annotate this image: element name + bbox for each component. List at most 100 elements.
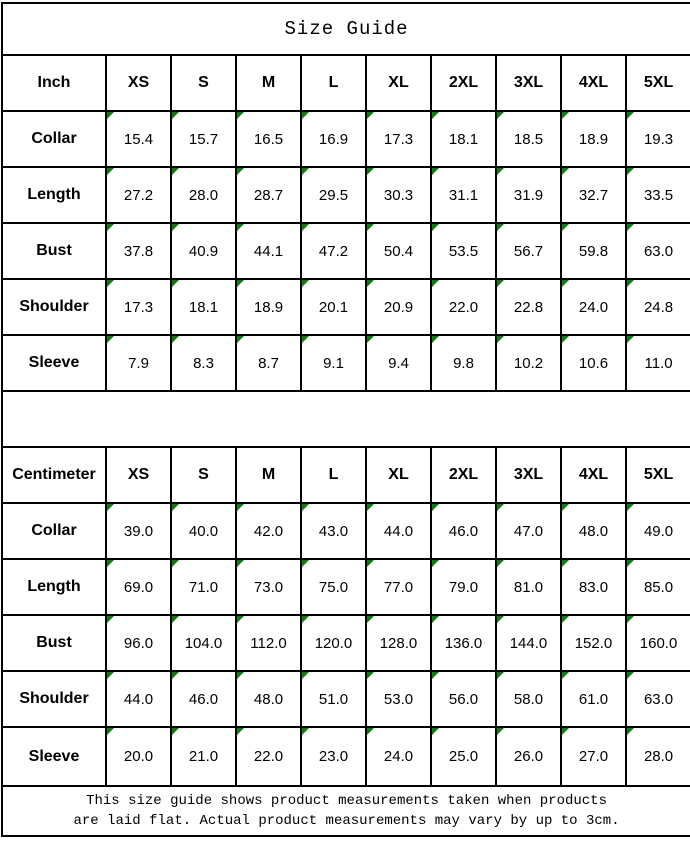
- cm-header-row: Centimeter XS S M L XL 2XL 3XL 4XL 5XL: [1, 446, 690, 504]
- size-header: XS: [105, 54, 172, 112]
- value-cell: 128.0: [365, 614, 432, 672]
- value-cell: 37.8: [105, 222, 172, 280]
- value-cell: 30.3: [365, 166, 432, 224]
- size-header: 4XL: [560, 54, 627, 112]
- value-cell: 28.7: [235, 166, 302, 224]
- inch-header-row: Inch XS S M L XL 2XL 3XL 4XL 5XL: [1, 54, 690, 112]
- value-cell: 75.0: [300, 558, 367, 616]
- inch-sleeve-row: Sleeve 7.9 8.3 8.7 9.1 9.4 9.8 10.2 10.6…: [1, 334, 690, 392]
- footer-note-line2: are laid flat. Actual product measuremen…: [73, 813, 620, 829]
- value-cell: 28.0: [624, 726, 690, 787]
- value-cell: 71.0: [170, 558, 237, 616]
- value-cell: 24.8: [624, 278, 690, 336]
- value-cell: 42.0: [235, 502, 302, 560]
- value-cell: 18.5: [495, 110, 562, 168]
- value-cell: 15.4: [105, 110, 172, 168]
- row-label: Sleeve: [1, 726, 107, 787]
- value-cell: 96.0: [105, 614, 172, 672]
- cm-collar-row: Collar 39.0 40.0 42.0 43.0 44.0 46.0 47.…: [1, 502, 690, 560]
- size-header: 2XL: [430, 54, 497, 112]
- row-label: Shoulder: [1, 278, 107, 336]
- inch-length-row: Length 27.2 28.0 28.7 29.5 30.3 31.1 31.…: [1, 166, 690, 224]
- value-cell: 152.0: [560, 614, 627, 672]
- value-cell: 120.0: [300, 614, 367, 672]
- row-label: Length: [1, 558, 107, 616]
- value-cell: 58.0: [495, 670, 562, 728]
- size-header: S: [170, 54, 237, 112]
- value-cell: 61.0: [560, 670, 627, 728]
- value-cell: 44.0: [365, 502, 432, 560]
- size-header: XS: [105, 446, 172, 504]
- value-cell: 9.4: [365, 334, 432, 392]
- value-cell: 46.0: [170, 670, 237, 728]
- footer-row: This size guide shows product measuremen…: [0, 785, 690, 837]
- value-cell: 20.1: [300, 278, 367, 336]
- size-header: 3XL: [495, 446, 562, 504]
- spacer-row: [0, 390, 690, 448]
- value-cell: 48.0: [235, 670, 302, 728]
- value-cell: 15.7: [170, 110, 237, 168]
- row-label: Bust: [1, 222, 107, 280]
- value-cell: 31.1: [430, 166, 497, 224]
- value-cell: 43.0: [300, 502, 367, 560]
- value-cell: 81.0: [495, 558, 562, 616]
- value-cell: 44.0: [105, 670, 172, 728]
- row-label: Collar: [1, 110, 107, 168]
- value-cell: 16.5: [235, 110, 302, 168]
- inch-bust-row: Bust 37.8 40.9 44.1 47.2 50.4 53.5 56.7 …: [1, 222, 690, 280]
- value-cell: 136.0: [430, 614, 497, 672]
- value-cell: 17.3: [105, 278, 172, 336]
- value-cell: 18.9: [560, 110, 627, 168]
- value-cell: 73.0: [235, 558, 302, 616]
- value-cell: 47.0: [495, 502, 562, 560]
- cm-sleeve-row: Sleeve 20.0 21.0 22.0 23.0 24.0 25.0 26.…: [1, 726, 690, 787]
- value-cell: 32.7: [560, 166, 627, 224]
- row-label: Sleeve: [1, 334, 107, 392]
- value-cell: 160.0: [624, 614, 690, 672]
- value-cell: 40.9: [170, 222, 237, 280]
- value-cell: 56.0: [430, 670, 497, 728]
- value-cell: 28.0: [170, 166, 237, 224]
- value-cell: 9.8: [430, 334, 497, 392]
- value-cell: 22.0: [235, 726, 302, 787]
- size-header: XL: [365, 54, 432, 112]
- unit-header-centimeter: Centimeter: [1, 446, 107, 504]
- value-cell: 16.9: [300, 110, 367, 168]
- value-cell: 50.4: [365, 222, 432, 280]
- value-cell: 29.5: [300, 166, 367, 224]
- value-cell: 104.0: [170, 614, 237, 672]
- value-cell: 18.1: [170, 278, 237, 336]
- value-cell: 8.3: [170, 334, 237, 392]
- value-cell: 40.0: [170, 502, 237, 560]
- inch-collar-row: Collar 15.4 15.7 16.5 16.9 17.3 18.1 18.…: [1, 110, 690, 168]
- value-cell: 25.0: [430, 726, 497, 787]
- value-cell: 144.0: [495, 614, 562, 672]
- value-cell: 17.3: [365, 110, 432, 168]
- value-cell: 22.8: [495, 278, 562, 336]
- value-cell: 44.1: [235, 222, 302, 280]
- value-cell: 19.3: [624, 110, 690, 168]
- value-cell: 46.0: [430, 502, 497, 560]
- value-cell: 20.0: [105, 726, 172, 787]
- value-cell: 112.0: [235, 614, 302, 672]
- value-cell: 8.7: [235, 334, 302, 392]
- title-row: Size Guide: [0, 2, 690, 56]
- value-cell: 83.0: [560, 558, 627, 616]
- value-cell: 59.8: [560, 222, 627, 280]
- size-header: M: [235, 54, 302, 112]
- value-cell: 63.0: [624, 670, 690, 728]
- value-cell: 9.1: [300, 334, 367, 392]
- value-cell: 7.9: [105, 334, 172, 392]
- size-header: 5XL: [624, 446, 690, 504]
- size-header: 5XL: [624, 54, 690, 112]
- cm-length-row: Length 69.0 71.0 73.0 75.0 77.0 79.0 81.…: [1, 558, 690, 616]
- row-label: Length: [1, 166, 107, 224]
- page-title: Size Guide: [0, 2, 690, 56]
- value-cell: 24.0: [365, 726, 432, 787]
- size-header: S: [170, 446, 237, 504]
- inch-shoulder-row: Shoulder 17.3 18.1 18.9 20.1 20.9 22.0 2…: [1, 278, 690, 336]
- size-header: XL: [365, 446, 432, 504]
- size-header: 2XL: [430, 446, 497, 504]
